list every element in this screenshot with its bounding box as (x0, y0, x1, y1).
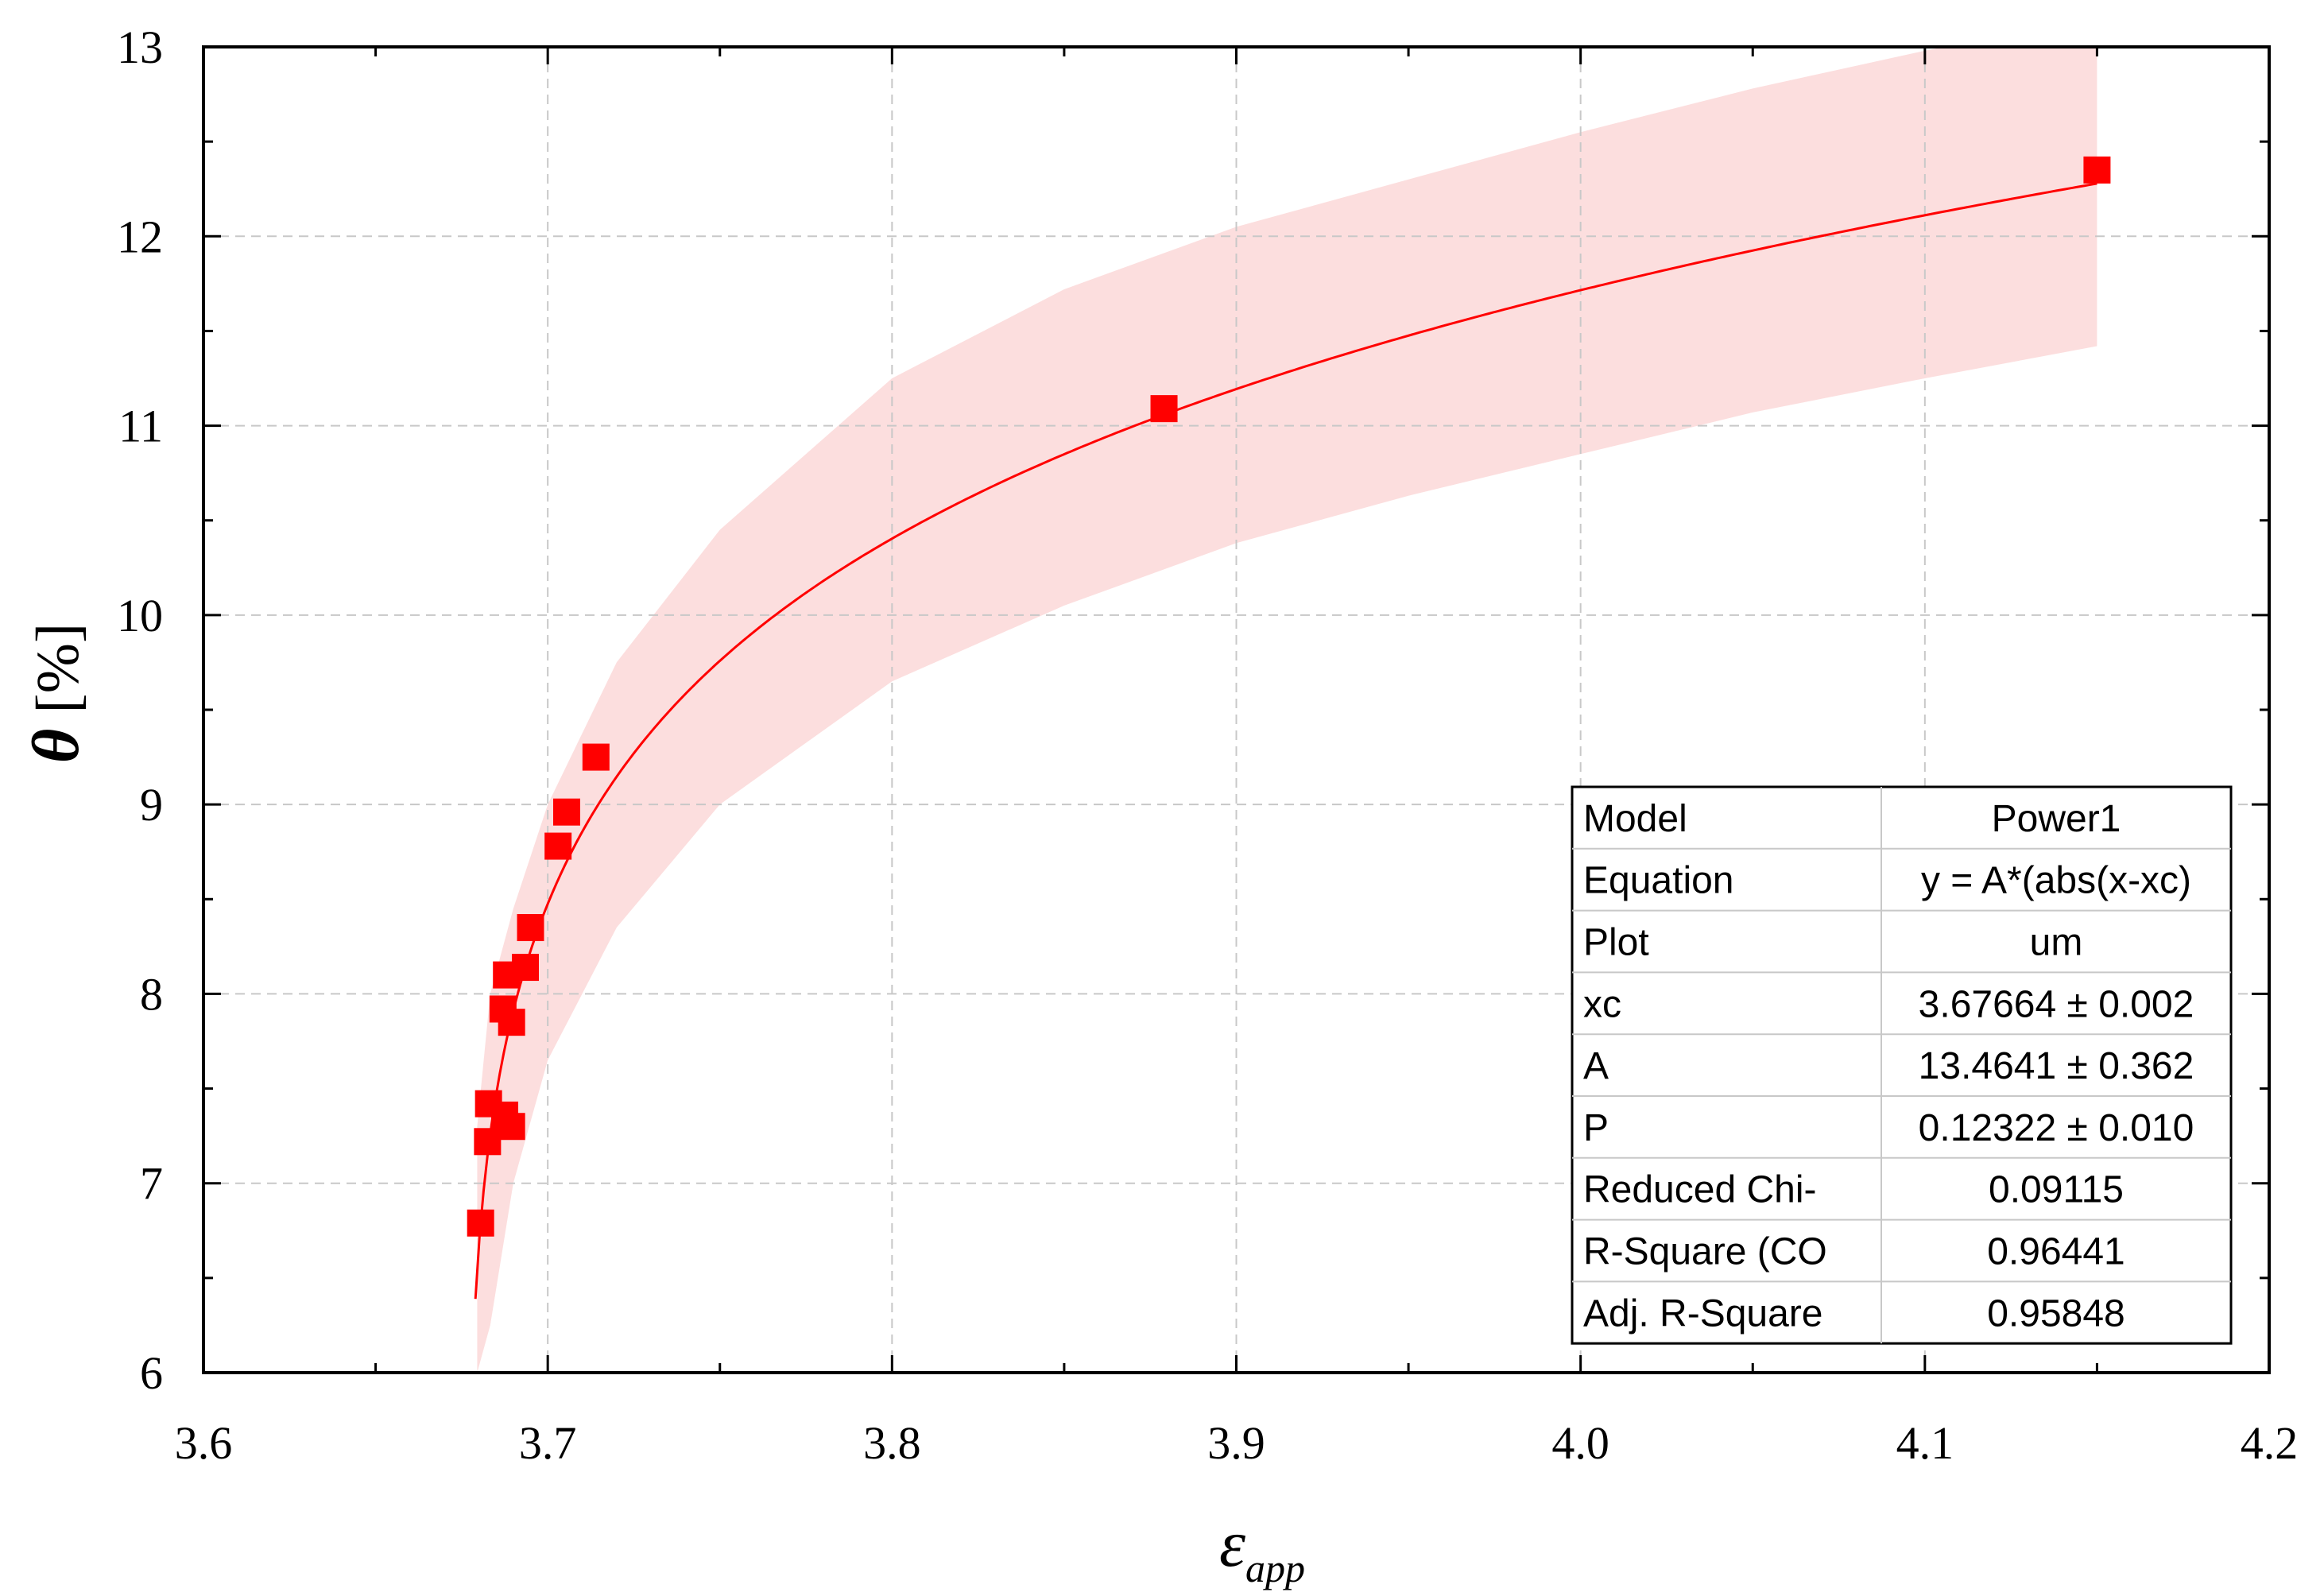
stats-table-value: 0.09115 (1989, 1169, 2124, 1211)
stats-table-label: Model (1583, 798, 1687, 840)
stats-table-value: 0.96441 (1987, 1231, 2125, 1273)
data-point (517, 914, 544, 942)
stats-table-label: P (1583, 1107, 1609, 1149)
y-axis-title: θ [%] (19, 623, 93, 764)
stats-table-label: A (1583, 1045, 1609, 1087)
stats-table-value: 0.95848 (1987, 1292, 2125, 1335)
data-point (512, 954, 540, 982)
fit-curve-layer (474, 182, 2097, 1300)
confidence-band (477, 47, 2097, 1373)
y-tick-label: 11 (118, 401, 163, 452)
x-axis-title-subscript: app (1245, 1546, 1305, 1590)
x-axis-title-symbol: ε (1219, 1507, 1246, 1581)
stats-table-value: um (2030, 922, 2083, 964)
stats-table-label: xc (1583, 983, 1621, 1025)
stats-table-value: 13.4641 ± 0.362 (1919, 1045, 2194, 1087)
y-tick-label: 10 (117, 590, 163, 641)
stats-table-value: 0.12322 ± 0.010 (1919, 1107, 2194, 1149)
y-axis-title-unit: [%] (25, 623, 91, 729)
stats-table-value: Power1 (1992, 798, 2121, 840)
confidence-band-layer (477, 47, 2097, 1373)
stats-table: Model Power1 Equation y = A*(abs(x-xc) Plot u… (1571, 785, 2233, 1345)
data-point (544, 832, 572, 860)
stats-table-frame (1571, 785, 2233, 1345)
x-tick-label: 4.0 (1551, 1417, 1609, 1469)
x-axis-title: εapp (1219, 1507, 1305, 1590)
stats-table-label: Adj. R-Square (1583, 1292, 1822, 1335)
data-point (467, 1209, 494, 1237)
x-tick-label: 3.9 (1207, 1417, 1265, 1469)
fit-curve (474, 182, 2097, 1300)
data-point (2083, 156, 2111, 184)
axes-layer: 3.6 3.7 3.8 3.9 4.0 4.1 4.2 6 7 8 9 10 11 12 13 (117, 21, 2298, 1469)
data-point (582, 743, 610, 771)
stats-table-label: Plot (1583, 922, 1649, 964)
stats-table-value: y = A*(abs(x-xc) (1921, 860, 2191, 902)
x-tick-label: 3.6 (175, 1417, 233, 1469)
x-tick-label: 4.1 (1896, 1417, 1954, 1469)
data-point (498, 1009, 525, 1036)
stats-table-label: R-Square (CO (1583, 1231, 1827, 1273)
x-tick-label: 4.2 (2241, 1417, 2299, 1469)
y-tick-label: 8 (140, 968, 163, 1020)
stats-table-label: Reduced Chi- (1583, 1169, 1816, 1211)
y-tick-label: 13 (117, 21, 163, 73)
data-point (1150, 395, 1178, 423)
y-tick-label: 9 (140, 779, 163, 831)
x-tick-label: 3.8 (863, 1417, 921, 1469)
data-point (498, 1113, 525, 1141)
data-point (552, 798, 580, 826)
y-axis-title-symbol: θ (19, 729, 93, 764)
data-point (474, 1128, 502, 1156)
y-tick-label: 6 (140, 1347, 163, 1399)
y-tick-label: 7 (140, 1158, 163, 1210)
x-tick-label: 3.7 (519, 1417, 577, 1469)
y-tick-label: 12 (117, 211, 163, 262)
stats-table-label: Equation (1583, 860, 1734, 902)
data-points-layer (467, 156, 2111, 1237)
stats-table-value: 3.67664 ± 0.002 (1919, 983, 2194, 1025)
